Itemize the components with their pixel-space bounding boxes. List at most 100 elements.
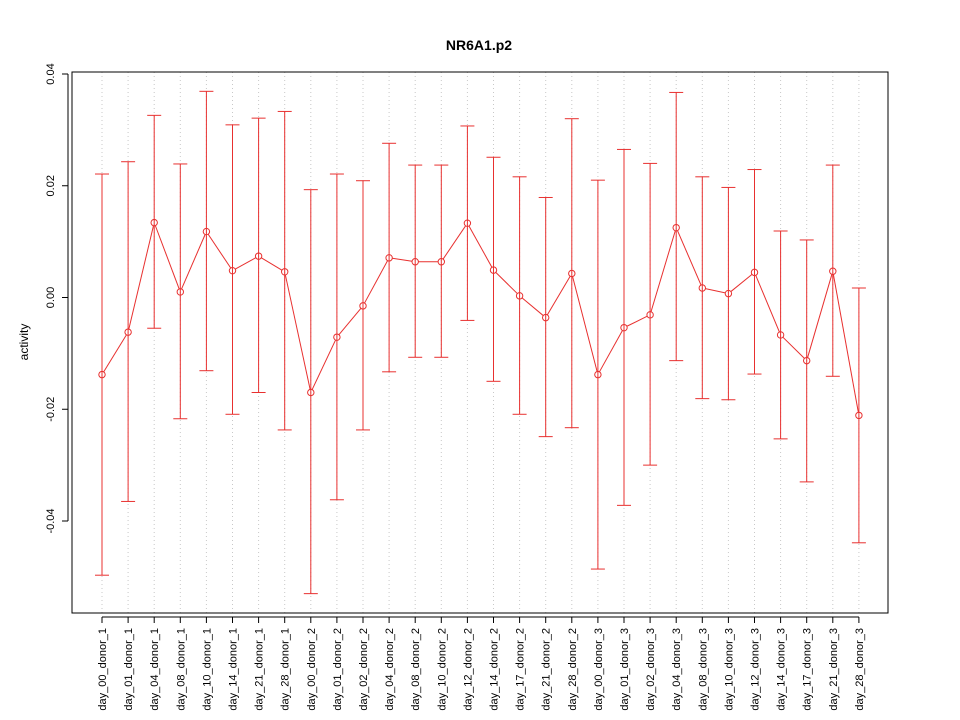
series-line-segment	[154, 225, 180, 290]
x-tick-label: day_04_donor_1	[149, 628, 161, 711]
x-tick-label: day_14_donor_3	[776, 628, 788, 711]
y-tick-label: -0.02	[45, 397, 57, 422]
data-point	[98, 370, 106, 379]
y-axis-label: activity	[17, 324, 31, 361]
x-tick-label: day_10_donor_3	[723, 628, 735, 711]
x-tick-label: day_17_donor_2	[515, 628, 527, 711]
data-point	[542, 313, 550, 322]
x-tick-label: day_28_donor_1	[280, 628, 292, 711]
x-tick-label: day_21_donor_1	[254, 628, 266, 711]
x-tick-label: day_08_donor_1	[175, 628, 187, 711]
series-line-segment	[128, 225, 154, 330]
error-bars	[95, 90, 866, 595]
series-line-segment	[468, 225, 493, 268]
data-point	[385, 254, 393, 262]
data-point	[333, 333, 341, 341]
x-tick-label: day_02_donor_3	[645, 628, 657, 711]
data-point	[750, 268, 759, 277]
series-line-segment	[626, 315, 648, 327]
series-line-segment	[572, 276, 598, 372]
series-line-segment	[650, 230, 676, 312]
data-point	[489, 266, 498, 274]
series-line-segment	[807, 274, 833, 358]
series-line-segment	[546, 275, 571, 316]
x-tick-label: day_00_donor_3	[593, 628, 605, 711]
data-point	[124, 328, 132, 336]
x-tick-label: day_02_donor_2	[358, 628, 370, 711]
data-point	[307, 388, 315, 397]
series-line-segment	[207, 233, 232, 269]
series-line-segment	[755, 275, 780, 333]
x-tick-label: day_12_donor_2	[462, 628, 474, 711]
series-line-segment	[677, 230, 702, 286]
data-point	[803, 356, 811, 365]
x-tick-label: day_28_donor_2	[567, 628, 579, 711]
series-line-segment	[364, 260, 389, 304]
x-tick-label: day_17_donor_3	[802, 628, 814, 711]
grid	[101, 72, 860, 613]
series-line-segment	[338, 308, 362, 336]
data-point	[254, 252, 263, 260]
data-point	[150, 218, 158, 227]
data-point	[776, 331, 785, 339]
x-tick-label: day_00_donor_1	[97, 628, 109, 711]
x-tick-label: day_01_donor_3	[619, 628, 631, 711]
x-tick-label: day_01_donor_1	[123, 628, 135, 711]
y-tick-label: 0.04	[45, 63, 57, 84]
series	[98, 218, 863, 420]
data-point	[228, 266, 237, 275]
y-tick-label: -0.04	[45, 508, 57, 533]
data-point	[594, 370, 602, 379]
x-tick-label: day_14_donor_2	[489, 628, 501, 711]
x-tick-label: day_08_donor_2	[410, 628, 422, 711]
x-tick-label: day_10_donor_2	[436, 628, 448, 711]
data-point	[202, 227, 211, 236]
y-tick-label: 0.02	[45, 175, 57, 196]
chart-title: NR6A1.p2	[446, 37, 512, 53]
series-line-segment	[495, 272, 518, 294]
x-tick-label: day_14_donor_1	[228, 628, 240, 711]
x-tick-label: day_08_donor_3	[697, 628, 709, 711]
data-point	[359, 302, 367, 310]
x-tick-label: day_00_donor_2	[306, 628, 318, 711]
data-point	[437, 258, 445, 266]
data-point	[855, 411, 863, 420]
data-point	[724, 289, 733, 298]
series-line-segment	[599, 330, 623, 373]
x-tick-label: day_21_donor_2	[541, 628, 553, 711]
y-tick-label: 0.00	[45, 287, 57, 308]
series-line-segment	[181, 234, 206, 290]
x-tick-label: day_21_donor_3	[828, 628, 840, 711]
series-line-segment	[311, 339, 336, 390]
series-line-segment	[730, 273, 753, 292]
series-line-segment	[235, 257, 257, 270]
series-line-segment	[103, 334, 127, 373]
data-point	[411, 258, 419, 266]
data-point	[620, 323, 628, 332]
data-point	[515, 292, 524, 300]
series-line-segment	[521, 297, 544, 316]
y-axis: -0.04 -0.02 0.00 0.02 0.04	[45, 63, 69, 534]
data-point	[672, 223, 680, 232]
series-line-segment	[705, 288, 726, 294]
x-axis: day_00_donor_1 day_01_donor_1 day_04_donor…	[97, 616, 866, 711]
data-point	[568, 269, 576, 278]
series-line-segment	[261, 257, 283, 271]
x-tick-label: day_12_donor_3	[750, 628, 762, 711]
x-tick-label: day_28_donor_3	[854, 628, 866, 711]
x-tick-label: day_01_donor_2	[332, 628, 344, 711]
x-tick-label: day_10_donor_1	[201, 628, 213, 711]
data-point	[698, 284, 706, 292]
data-point	[281, 268, 289, 276]
series-line-segment	[284, 274, 311, 390]
x-tick-label: day_04_donor_3	[671, 628, 683, 711]
series-line-segment	[782, 336, 805, 359]
plot-frame	[71, 71, 889, 614]
data-point	[463, 219, 472, 227]
series-line-segment	[392, 257, 413, 262]
series-line-segment	[442, 225, 467, 260]
series-line-segment	[832, 274, 859, 413]
x-tick-label: day_04_donor_2	[384, 628, 396, 711]
data-point	[646, 311, 654, 319]
